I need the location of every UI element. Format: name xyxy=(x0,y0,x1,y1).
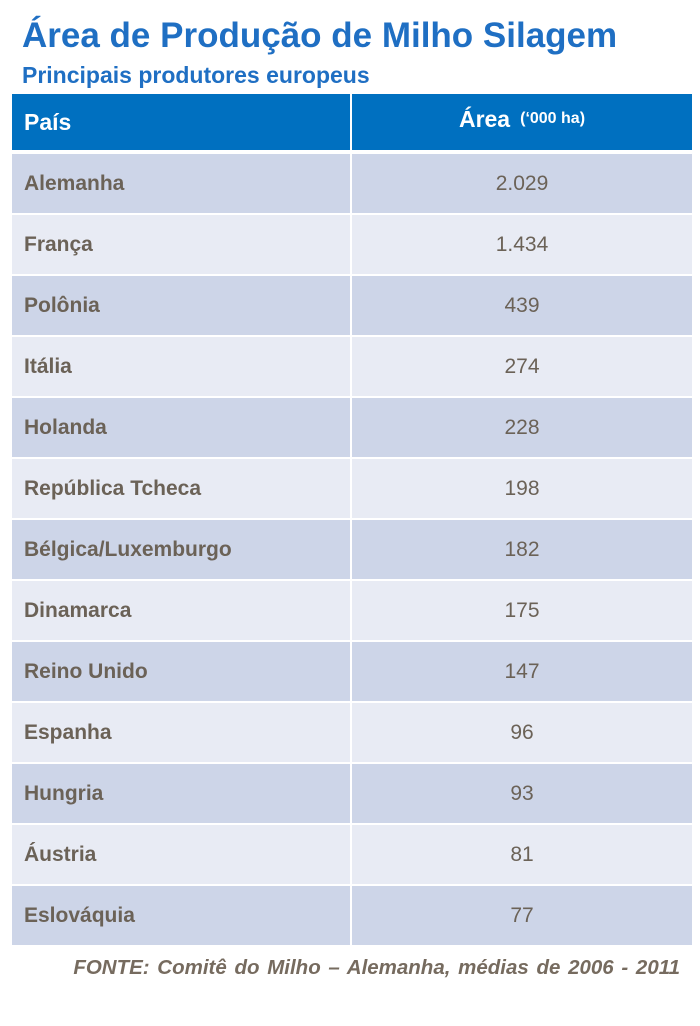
country-cell: Reino Unido xyxy=(12,642,352,701)
area-cell: 198 xyxy=(504,476,540,500)
table-header-row: País Área (‘000 ha) xyxy=(12,94,692,154)
area-cell: 96 xyxy=(510,720,534,744)
production-table: País Área (‘000 ha) Alemanha 2.029 França 1… xyxy=(12,94,692,947)
country-cell: Espanha xyxy=(12,703,352,762)
area-cell: 77 xyxy=(510,903,534,927)
country-cell: Eslováquia xyxy=(12,886,352,945)
area-cell: 93 xyxy=(510,781,534,805)
area-cell: 274 xyxy=(504,354,540,378)
country-cell: Polônia xyxy=(12,276,352,335)
area-cell: 182 xyxy=(504,537,540,561)
header-area-label: Área xyxy=(458,105,511,132)
area-cell: 147 xyxy=(504,659,540,683)
table-row: Itália 274 xyxy=(12,337,692,398)
header-area: Área (‘000 ha) xyxy=(352,94,692,150)
table-row: Espanha 96 xyxy=(12,703,692,764)
country-cell: França xyxy=(12,215,352,274)
area-cell: 2.029 xyxy=(495,171,549,195)
country-cell: Itália xyxy=(12,337,352,396)
country-cell: Dinamarca xyxy=(12,581,352,640)
area-cell: 228 xyxy=(504,415,540,439)
source-note: FONTE: Comitê do Milho – Alemanha, média… xyxy=(73,956,680,979)
table-row: República Tcheca 198 xyxy=(12,459,692,520)
country-cell: Hungria xyxy=(12,764,352,823)
table-row: Hungria 93 xyxy=(12,764,692,825)
area-cell: 81 xyxy=(510,842,534,866)
header-country-label: País xyxy=(24,108,72,135)
table-row: Polônia 439 xyxy=(12,276,692,337)
header-area-unit: (‘000 ha) xyxy=(520,110,586,127)
page-subtitle: Principais produtores europeus xyxy=(22,62,370,88)
table-row: Áustria 81 xyxy=(12,825,692,886)
table-row: Dinamarca 175 xyxy=(12,581,692,642)
page-title: Área de Produção de Milho Silagem xyxy=(22,16,618,55)
header-country: País xyxy=(12,94,352,150)
table-row: França 1.434 xyxy=(12,215,692,276)
country-cell: Áustria xyxy=(12,825,352,884)
area-cell: 1.434 xyxy=(495,232,549,256)
table-row: Alemanha 2.029 xyxy=(12,154,692,215)
table-row: Eslováquia 77 xyxy=(12,886,692,947)
area-cell: 439 xyxy=(504,293,540,317)
country-cell: República Tcheca xyxy=(12,459,352,518)
table-body: Alemanha 2.029 França 1.434 Polônia 439 Itália… xyxy=(12,154,692,947)
country-cell: Holanda xyxy=(12,398,352,457)
area-cell: 175 xyxy=(504,598,540,622)
table-row: Holanda 228 xyxy=(12,398,692,459)
table-row: Reino Unido 147 xyxy=(12,642,692,703)
country-cell: Alemanha xyxy=(12,154,352,213)
country-cell: Bélgica/Luxemburgo xyxy=(12,520,352,579)
table-row: Bélgica/Luxemburgo 182 xyxy=(12,520,692,581)
